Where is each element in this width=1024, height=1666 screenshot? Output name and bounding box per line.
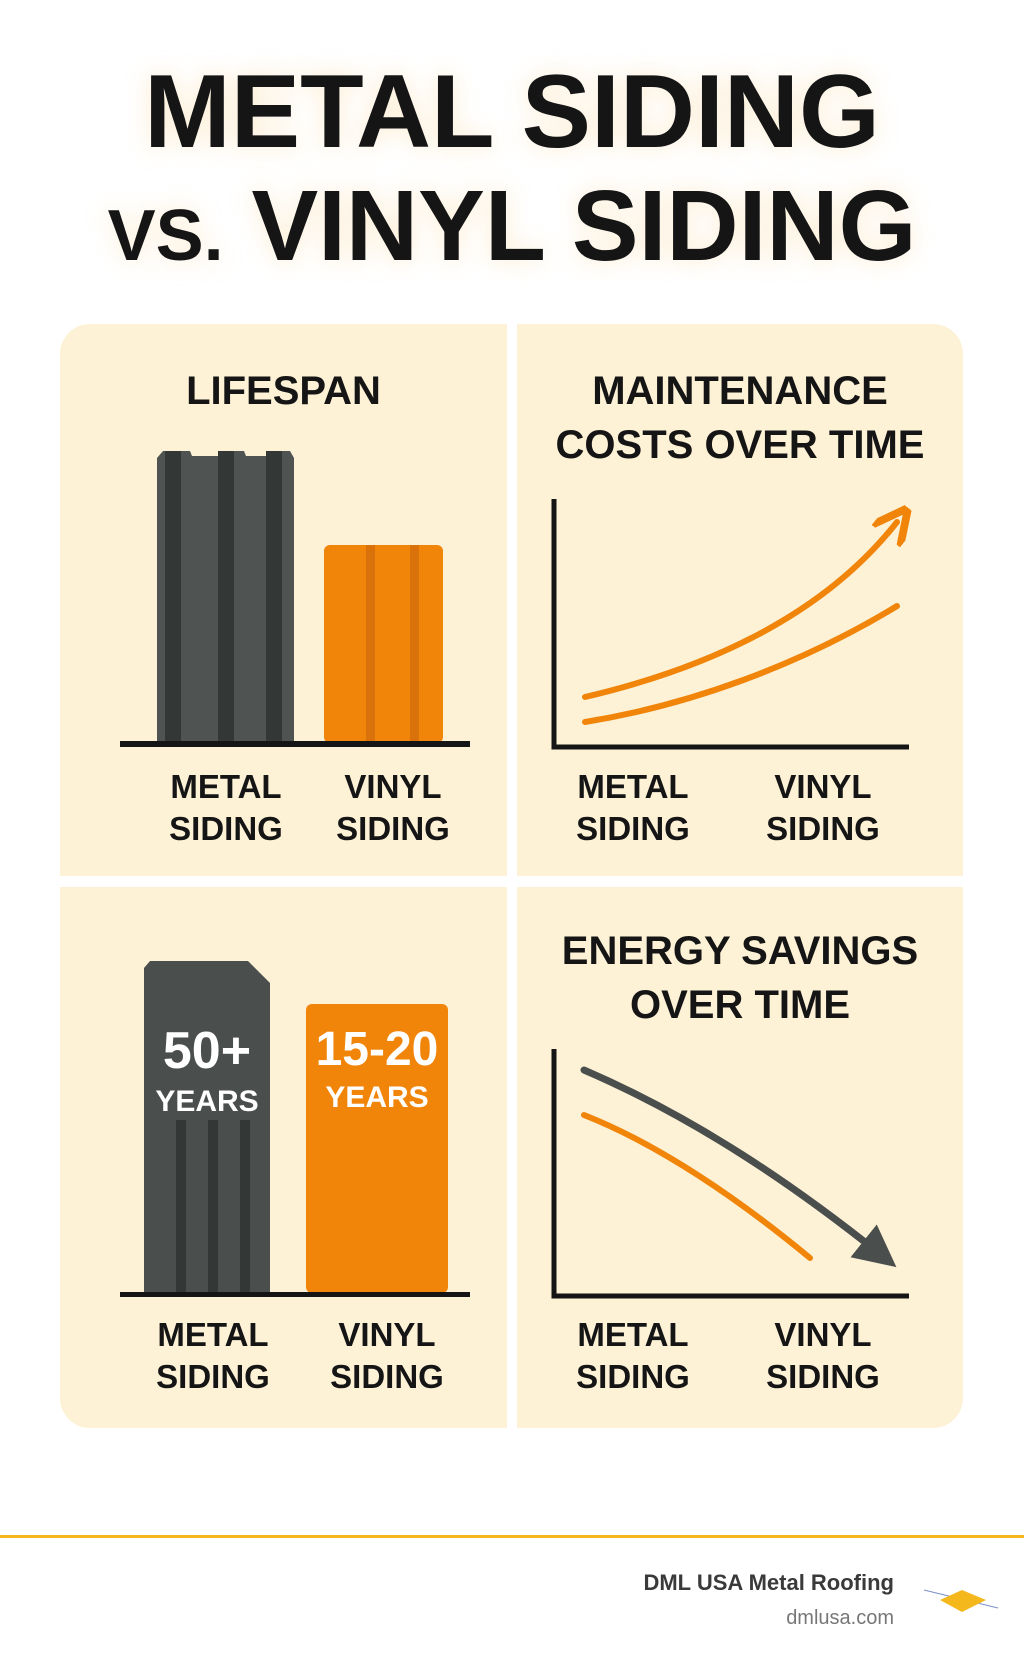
- energy-label-metal: METAL SIDING: [553, 1314, 713, 1398]
- page-title-line1: METAL SIDING: [144, 54, 880, 170]
- maintenance-vinyl-curve: [582, 603, 900, 725]
- metal-years-unit: YEARS: [155, 1085, 259, 1118]
- label-line: VINYL: [344, 768, 442, 805]
- label-line: METAL: [157, 1316, 269, 1353]
- energy-metal-line: [580, 1066, 897, 1268]
- vs-label: VS.: [107, 196, 224, 276]
- vinyl-years-unit: YEARS: [325, 1081, 429, 1114]
- years-metal-bar: [144, 961, 270, 1293]
- energy-vinyl-line: [581, 1112, 813, 1261]
- lifespan-baseline: [120, 741, 470, 747]
- panel-maintenance: [517, 324, 963, 876]
- lifespan-vinyl-bar: [324, 545, 443, 743]
- label-line: SIDING: [330, 1358, 444, 1395]
- years-vinyl-bar: [306, 1004, 448, 1293]
- lifespan-label-metal: METAL SIDING: [146, 766, 306, 850]
- vinyl-siding-title: VINYL SIDING: [251, 170, 917, 282]
- lifespan-metal-bar: [157, 451, 294, 743]
- label-line: SIDING: [576, 810, 690, 847]
- label-line: SIDING: [169, 810, 283, 847]
- vinyl-years-value: 15-20: [315, 1023, 439, 1076]
- label-line: SIDING: [766, 1358, 880, 1395]
- lifespan-label-vinyl: VINYL SIDING: [313, 766, 473, 850]
- years-baseline: [120, 1292, 470, 1297]
- lifespan-title: LIFESPAN: [186, 369, 381, 413]
- label-line: VINYL: [774, 1316, 872, 1353]
- label-line: METAL: [170, 768, 282, 805]
- years-label-vinyl: VINYL SIDING: [307, 1314, 467, 1398]
- label-line: SIDING: [576, 1358, 690, 1395]
- footer-divider: [0, 1535, 1024, 1538]
- title-line: ENERGY SAVINGS: [561, 929, 919, 973]
- dml-logo: [923, 1589, 999, 1612]
- maintenance-label-vinyl: VINYL SIDING: [743, 766, 903, 850]
- metal-years-value: 50+: [162, 1022, 252, 1080]
- label-line: METAL: [577, 1316, 689, 1353]
- energy-title: ENERGY SAVINGS OVER TIME: [517, 924, 963, 1032]
- footer-company: DML USA Metal Roofing: [643, 1570, 894, 1595]
- label-line: SIDING: [156, 1358, 270, 1395]
- maintenance-title: MAINTENANCE COSTS OVER TIME: [517, 364, 963, 472]
- years-label-metal: METAL SIDING: [133, 1314, 293, 1398]
- label-line: VINYL: [774, 768, 872, 805]
- label-line: SIDING: [336, 810, 450, 847]
- label-line: SIDING: [766, 810, 880, 847]
- page-title-line2: VS. VINYL SIDING: [0, 174, 1024, 288]
- maintenance-label-metal: METAL SIDING: [553, 766, 713, 850]
- title-line: COSTS OVER TIME: [555, 423, 925, 467]
- maintenance-metal-curve: [582, 522, 897, 700]
- energy-axes: [551, 1049, 909, 1299]
- title-line: OVER TIME: [629, 983, 851, 1027]
- footer-website[interactable]: dmlusa.com: [786, 1607, 894, 1629]
- label-line: VINYL: [338, 1316, 436, 1353]
- title-line: MAINTENANCE: [592, 369, 888, 413]
- energy-label-vinyl: VINYL SIDING: [743, 1314, 903, 1398]
- maintenance-axes: [551, 499, 909, 750]
- label-line: METAL: [577, 768, 689, 805]
